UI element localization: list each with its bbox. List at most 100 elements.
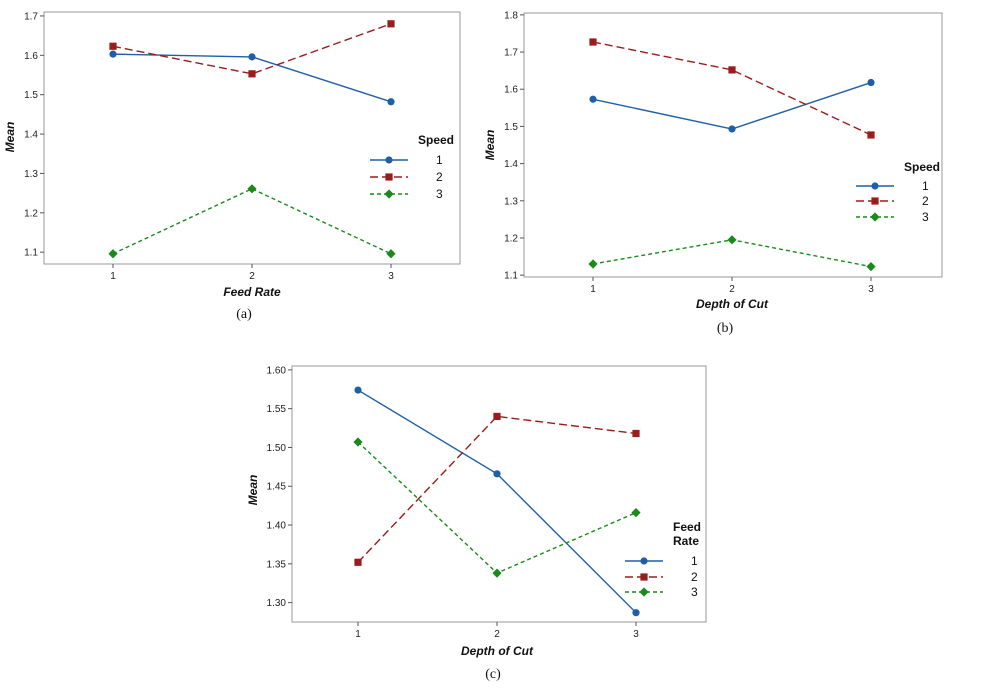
y-tick-label: 1.1 — [504, 271, 518, 282]
x-tick-label: 3 — [633, 629, 639, 640]
series-line-2 — [112, 23, 392, 75]
data-point — [632, 609, 640, 617]
y-tick-label: 1.6 — [504, 85, 518, 96]
x-axis-label: Depth of Cut — [461, 644, 534, 658]
data-point — [353, 437, 363, 447]
data-point — [727, 235, 737, 245]
x-tick-label: 3 — [388, 271, 394, 282]
series-line-1 — [112, 53, 392, 103]
y-tick-label: 1.5 — [24, 90, 38, 101]
y-tick-label: 1.2 — [504, 233, 518, 244]
y-tick-label: 1.30 — [267, 598, 287, 609]
data-point — [108, 249, 118, 259]
data-point — [248, 70, 256, 78]
y-tick-label: 1.60 — [267, 365, 287, 376]
y-tick-label: 1.3 — [504, 196, 518, 207]
chart-panel-1: 1.1 1.2 1.3 1.4 1.5 1.6 1.7 1 2 3 Feed Rate Mean Spe… — [3, 11, 461, 322]
plot-frame — [43, 11, 461, 265]
y-tick-label: 1.45 — [267, 482, 287, 493]
y-tick-label: 1.55 — [267, 404, 287, 415]
legend-marker — [871, 197, 879, 205]
y-axis-label: Mean — [246, 475, 260, 506]
y-tick-label: 1.6 — [24, 51, 38, 62]
y-axis-label: Mean — [3, 122, 17, 153]
data-point — [387, 20, 395, 28]
x-tick-label: 2 — [249, 271, 255, 282]
y-tick-label: 1.35 — [267, 559, 287, 570]
data-point — [493, 412, 501, 421]
panel-caption: (a) — [236, 307, 252, 322]
legend-label: 1 — [436, 153, 443, 167]
data-point — [248, 53, 256, 61]
legend-marker — [385, 173, 393, 181]
legend-marker — [870, 212, 880, 222]
y-axis-label: Mean — [483, 130, 497, 161]
x-tick-label: 2 — [494, 629, 500, 640]
y-tick-label: 1.4 — [24, 130, 38, 141]
y-tick-label: 1.1 — [24, 248, 38, 259]
legend-label: 2 — [922, 194, 929, 208]
y-tick-label: 1.40 — [267, 521, 287, 532]
plot-frame — [291, 365, 707, 623]
legend-title: Rate — [673, 534, 699, 548]
data-point — [866, 261, 876, 272]
y-tick-label: 1.5 — [504, 122, 518, 133]
y-tick-label: 1.7 — [504, 48, 518, 59]
y-tick-label: 1.8 — [504, 10, 518, 21]
legend-label: 3 — [436, 187, 443, 201]
data-point — [354, 558, 362, 566]
legend-label: 2 — [436, 170, 443, 184]
legend-marker — [640, 573, 648, 581]
data-point — [247, 184, 257, 194]
data-point — [631, 508, 641, 518]
legend-marker — [384, 189, 394, 199]
plot-frame — [523, 12, 943, 278]
series-line-2 — [592, 41, 872, 136]
data-point — [867, 78, 875, 87]
y-tick-label: 1.3 — [24, 169, 38, 180]
data-point — [588, 259, 598, 269]
x-tick-label: 1 — [355, 629, 361, 640]
legend-title: Speed — [418, 133, 454, 147]
legend-label: 1 — [691, 554, 698, 568]
legend-label: 2 — [691, 570, 698, 584]
legend-marker — [385, 156, 393, 164]
data-point — [728, 125, 736, 133]
legend: Speed 1 2 3 — [370, 133, 454, 201]
legend-marker — [871, 182, 879, 190]
x-axis-label: Feed Rate — [223, 285, 281, 299]
data-point — [728, 66, 736, 74]
series-line-1 — [357, 389, 637, 614]
y-tick-label: 1.50 — [267, 443, 287, 454]
legend-marker — [640, 557, 648, 565]
data-point — [386, 249, 396, 259]
series-line-1 — [592, 81, 872, 130]
data-point — [387, 98, 395, 106]
legend-label: 3 — [691, 585, 698, 599]
x-axis-label: Depth of Cut — [696, 297, 769, 311]
data-point — [589, 38, 597, 46]
data-point — [589, 95, 597, 103]
data-point — [109, 50, 117, 58]
y-tick-label: 1.2 — [24, 208, 38, 219]
y-tick-label: 1.4 — [504, 159, 518, 170]
data-point — [867, 131, 875, 139]
series-line-3 — [357, 441, 637, 574]
legend-label: 3 — [922, 210, 929, 224]
series-line-2 — [357, 415, 637, 563]
x-tick-label: 2 — [729, 284, 735, 295]
data-point — [354, 386, 362, 394]
x-tick-label: 1 — [110, 271, 116, 282]
data-point — [493, 470, 501, 478]
y-tick-label: 1.7 — [24, 11, 38, 22]
panel-caption: (b) — [717, 321, 734, 336]
data-point — [632, 429, 640, 438]
legend-label: 1 — [922, 179, 929, 193]
panel-caption: (c) — [485, 667, 501, 682]
legend-title: Feed — [673, 520, 701, 534]
x-tick-label: 1 — [590, 284, 596, 295]
x-tick-label: 3 — [868, 284, 874, 295]
